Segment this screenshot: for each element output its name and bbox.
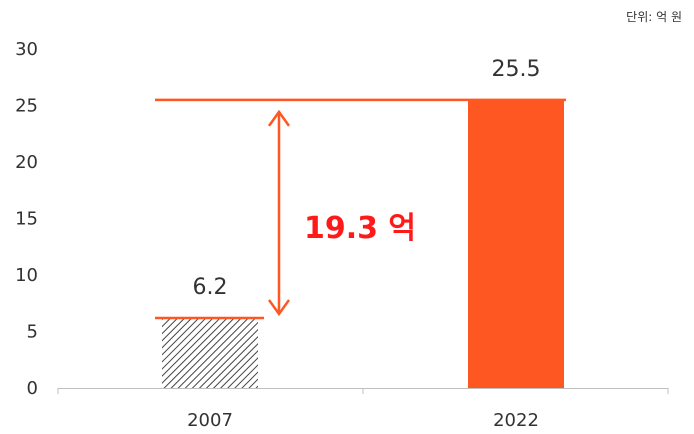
arrow-head-up-icon [267,109,291,127]
difference-annotation: 19.3 억 [155,98,566,320]
y-tick-label: 0 [27,378,38,399]
y-tick-label: 25 [15,96,38,117]
y-tick-label: 15 [15,209,38,230]
y-tick-label: 30 [15,39,38,60]
bar-2022 [468,99,564,388]
y-tick-label: 10 [15,265,38,286]
unit-note: 단위: 억 원 [626,10,682,24]
data-label-2022: 25.5 [492,57,541,82]
difference-label: 19.3 억 [304,211,416,246]
arrow-head-down-icon [267,299,291,317]
y-tick-label: 20 [15,152,38,173]
bars [162,99,564,388]
x-tick-label: 2022 [493,410,539,431]
x-axis: 2007 2022 [57,388,669,431]
y-tick-label: 5 [27,322,38,343]
bar-2007 [162,317,258,388]
data-label-2007: 6.2 [193,275,228,300]
data-labels: 6.2 25.5 [193,57,541,300]
x-tick-label: 2007 [187,410,233,431]
y-axis-ticks: 0 5 10 15 20 25 30 [15,39,38,399]
